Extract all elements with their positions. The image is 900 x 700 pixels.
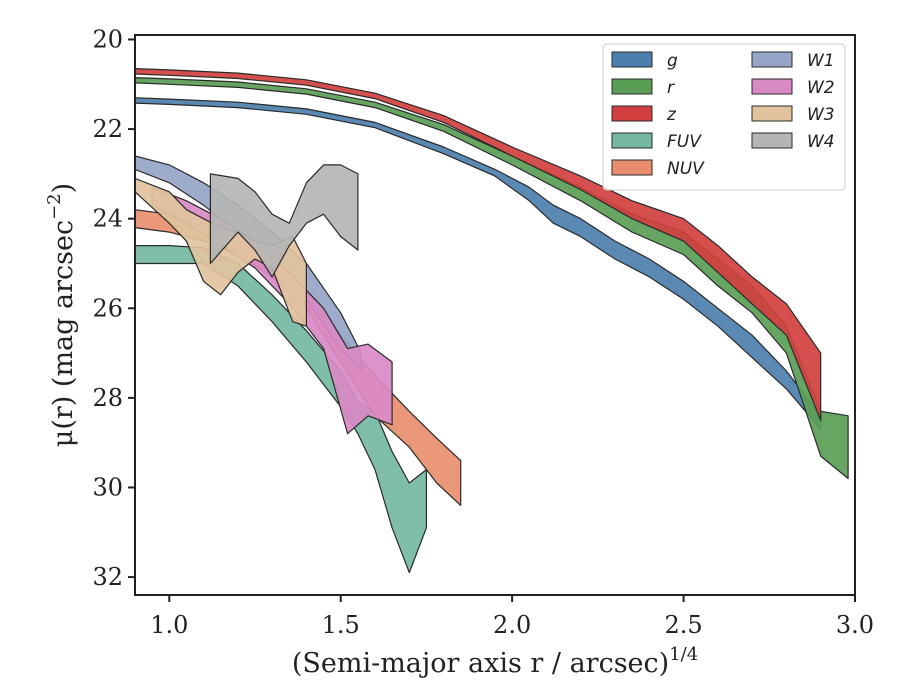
legend-label-g: g [667,51,678,71]
legend-swatch-g [611,51,653,68]
bands-layer [135,67,849,574]
legend-label-r: r [667,78,675,98]
legend-label-w1: W1 [807,51,835,71]
y-tick-label: 20 [92,25,123,53]
legend-label-w2: W2 [807,78,835,98]
legend-label-w4: W4 [807,132,835,152]
y-tick-label: 24 [92,205,123,233]
legend-label-nuv: NUV [667,159,705,179]
legend-swatch-z [611,105,653,122]
y-tick-label: 30 [92,473,123,501]
legend-label-z: z [666,105,677,125]
y-tick-label: 28 [92,384,123,412]
y-tick-label: 22 [92,115,123,143]
x-axis-title: (Semi-major axis r / arcsec)1/4 [292,644,698,679]
y-axis-title-main: μ(r) (mag arcsec [48,220,79,447]
legend-swatch-w2 [751,78,793,95]
legend-swatch-w4 [751,132,793,149]
band-w4 [209,164,359,278]
x-tick-label: 2.5 [664,611,702,639]
x-axis-title-main: (Semi-major axis r / arcsec) [292,648,669,679]
y-axis-title-exponent: −2 [44,193,65,220]
y-axis-title: μ(r) (mag arcsec−2) [44,183,79,447]
band-r [135,76,849,480]
legend-swatch-fuv [611,132,653,149]
x-tick-label: 3.0 [836,611,874,639]
y-axis-title-close: ) [48,183,79,194]
legend-swatch-w1 [751,51,793,68]
band-z [135,67,822,421]
legend-label-fuv: FUV [667,132,702,152]
legend-swatch-w3 [751,105,793,122]
x-tick-label: 2.0 [493,611,531,639]
plot-frame [134,34,856,596]
x-axis-title-exponent: 1/4 [669,644,698,665]
legend: grz FUV NUV W1 W2 W3 W4 [602,43,846,191]
x-tick-label: 1.5 [322,611,360,639]
x-tick-label: 1.0 [150,611,188,639]
ticks-layer: 1.0 1.5 2.0 2.5 3.0 20 22 24 26 28 30 32 [92,25,874,639]
legend-swatch-r [611,78,653,95]
y-tick-label: 26 [92,294,123,322]
y-tick-label: 32 [92,563,123,591]
legend-swatch-nuv [611,159,653,176]
legend-label-w3: W3 [807,105,835,125]
